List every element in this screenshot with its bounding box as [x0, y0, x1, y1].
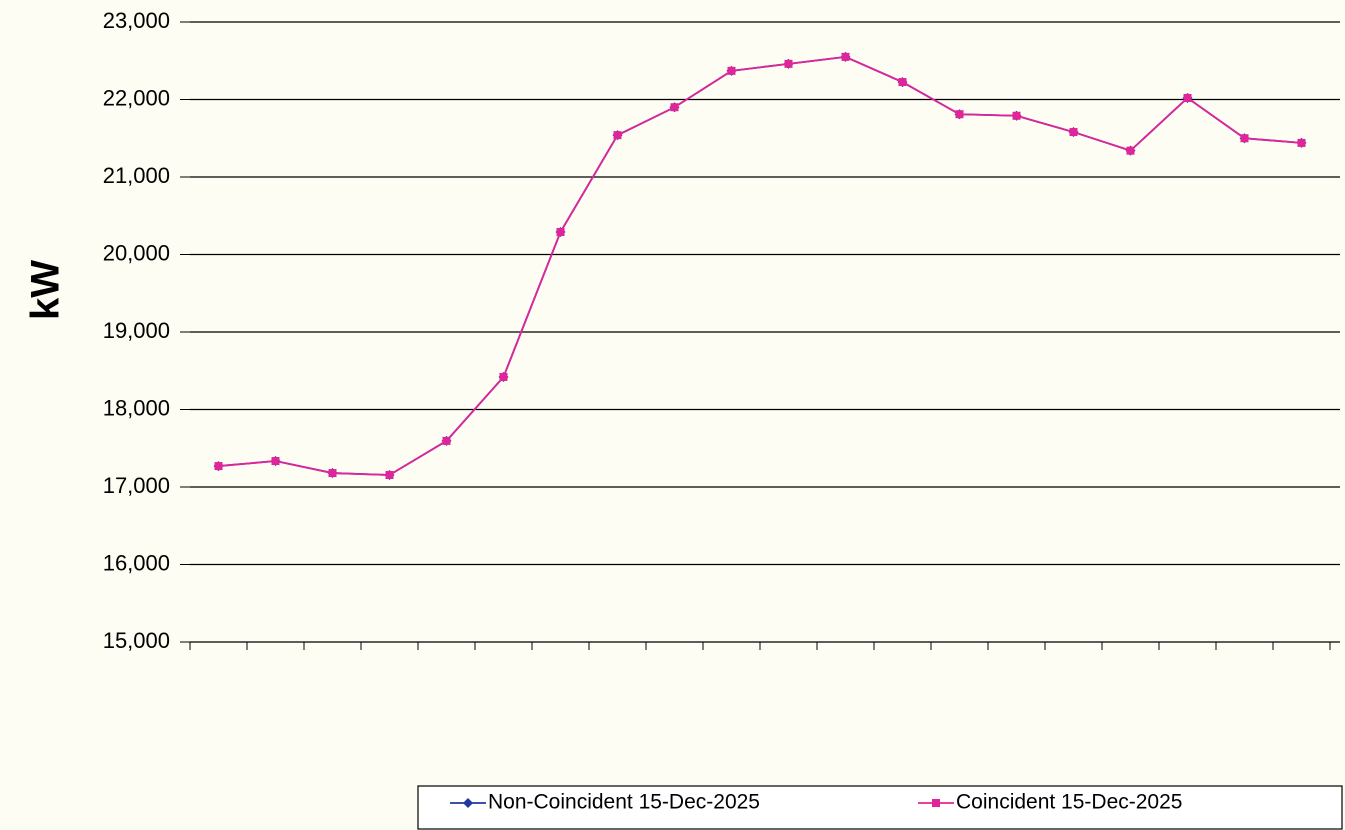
marker [1069, 128, 1078, 137]
marker [556, 228, 565, 237]
marker [1126, 146, 1135, 155]
legend-label: Non-Coincident 15-Dec-2025 [488, 791, 760, 814]
marker [328, 469, 337, 478]
y-tick-label: 20,000 [103, 240, 170, 265]
legend-label: Coincident 15-Dec-2025 [956, 791, 1182, 814]
series-line [218, 55, 1302, 476]
marker [1012, 111, 1021, 120]
y-tick-label: 18,000 [103, 395, 170, 420]
y-tick-label: 19,000 [103, 318, 170, 343]
y-tick-label: 21,000 [103, 163, 170, 188]
marker [727, 66, 736, 75]
marker [1183, 93, 1192, 102]
marker [898, 78, 907, 87]
y-tick-label: 16,000 [103, 550, 170, 575]
marker [271, 457, 280, 466]
marker [442, 436, 451, 445]
y-tick-label: 17,000 [103, 473, 170, 498]
y-axis-label: kW [24, 260, 68, 320]
y-tick-label: 22,000 [103, 85, 170, 110]
y-tick-label: 23,000 [103, 8, 170, 33]
marker [385, 470, 394, 479]
marker [1240, 134, 1249, 143]
series-line [218, 55, 1302, 476]
marker [784, 59, 793, 68]
marker [613, 131, 622, 140]
y-tick-label: 15,000 [103, 628, 170, 653]
marker [841, 52, 850, 61]
marker [1297, 138, 1306, 147]
legend-marker [463, 798, 473, 808]
marker [214, 462, 223, 471]
marker [499, 372, 508, 381]
legend-box [417, 785, 1343, 830]
marker [670, 103, 679, 112]
marker [955, 110, 964, 119]
legend-marker [932, 799, 940, 807]
